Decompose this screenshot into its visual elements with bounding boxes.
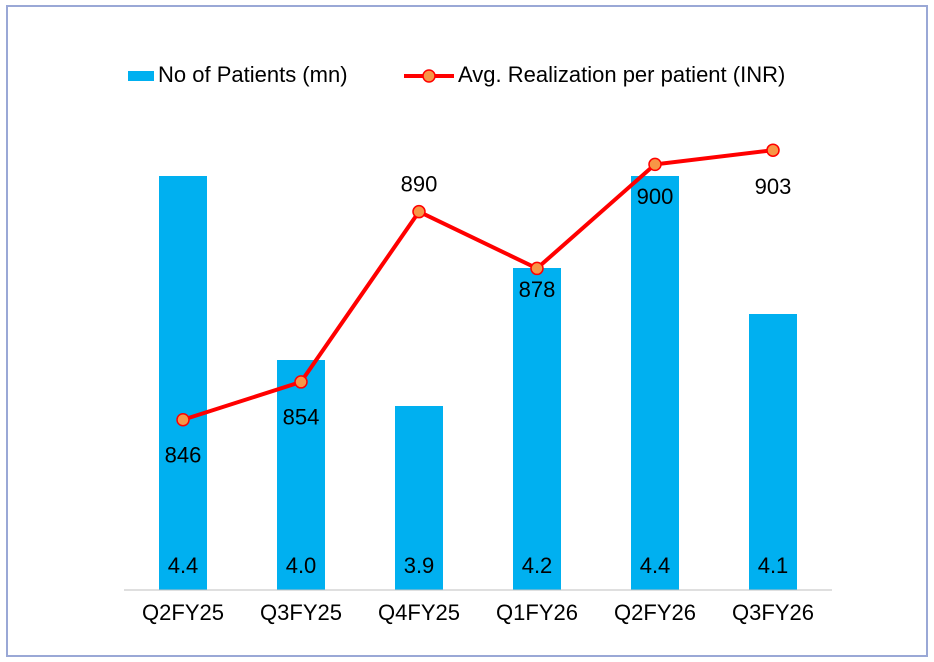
bar-value-label: 3.9: [404, 553, 435, 578]
line-marker: [176, 413, 190, 427]
x-tick-label: Q2FY25: [142, 600, 224, 625]
line-value-label: 903: [755, 174, 792, 199]
line-value-label: 900: [637, 184, 674, 209]
x-tick-label: Q3FY25: [260, 600, 342, 625]
legend-label: No of Patients (mn): [158, 62, 348, 87]
line-value-label: 846: [165, 443, 202, 468]
bar: [513, 268, 561, 590]
bar: [159, 176, 207, 590]
bar: [631, 176, 679, 590]
line-value-label: 890: [401, 171, 438, 196]
bar: [277, 360, 325, 590]
bar-value-label: 4.4: [640, 553, 671, 578]
line-marker: [530, 261, 544, 276]
bar-value-label: 4.2: [522, 553, 553, 578]
x-tick-label: Q4FY25: [378, 600, 460, 625]
line: [182, 148, 774, 422]
line-value-label: 878: [519, 277, 556, 302]
legend-swatch: [128, 71, 154, 81]
line-marker: [648, 157, 662, 172]
line-value-label: 854: [283, 405, 320, 430]
line-marker: [294, 375, 308, 389]
x-tick-label: Q2FY26: [614, 600, 696, 625]
bar: [395, 406, 443, 590]
line-marker: [412, 204, 426, 219]
legend-label: Avg. Realization per patient (INR): [458, 62, 785, 87]
bar-value-label: 4.0: [286, 553, 317, 578]
line-marker: [766, 143, 780, 157]
bar-value-label: 4.4: [168, 553, 199, 578]
x-tick-label: Q3FY26: [732, 600, 814, 625]
x-tick-label: Q1FY26: [496, 600, 578, 625]
bar-value-label: 4.1: [758, 553, 789, 578]
bar: [749, 314, 797, 590]
legend-marker: [422, 69, 436, 83]
